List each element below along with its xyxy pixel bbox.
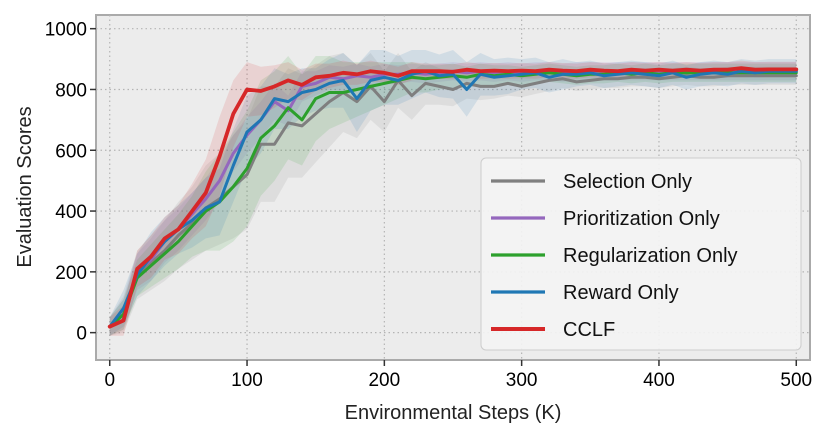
legend: Selection Only Prioritization Only Regular… <box>480 157 802 351</box>
confidence-bands <box>109 50 797 336</box>
legend-label-selection-only: Selection Only <box>563 171 692 193</box>
y-tick-label: 200 <box>55 263 87 284</box>
legend-label-cclf: CCLF <box>563 319 615 341</box>
y-tick-label: 0 <box>76 324 87 345</box>
series-lines <box>107 66 799 329</box>
legend-label-reward-only: Reward Only <box>563 282 679 304</box>
band-selection-only <box>109 53 797 336</box>
x-tick-label: 500 <box>780 370 812 391</box>
legend-label-regularization-only: Regularization Only <box>563 245 738 267</box>
y-tick-label: 1000 <box>45 20 87 41</box>
line-reward-only <box>108 69 798 329</box>
x-axis-label: Environmental Steps (K) <box>345 402 562 424</box>
axis-ticks: 0 100 200 300 400 500 0 200 400 600 800 1000 <box>45 20 812 391</box>
y-tick-label: 800 <box>55 80 87 101</box>
legend-label-prioritization-only: Prioritization Only <box>563 208 720 230</box>
band-regularization-only <box>109 56 797 336</box>
x-tick-label: 0 <box>104 370 115 391</box>
y-tick-label: 400 <box>55 202 87 223</box>
x-tick-label: 400 <box>643 370 675 391</box>
y-tick-label: 600 <box>55 141 87 162</box>
band-reward-only <box>109 50 797 336</box>
y-axis-label: Evaluation Scores <box>14 106 36 267</box>
x-tick-label: 200 <box>368 370 400 391</box>
legend-box <box>480 157 802 351</box>
line-cclf <box>107 66 799 329</box>
x-tick-label: 300 <box>506 370 538 391</box>
x-tick-label: 100 <box>231 370 263 391</box>
